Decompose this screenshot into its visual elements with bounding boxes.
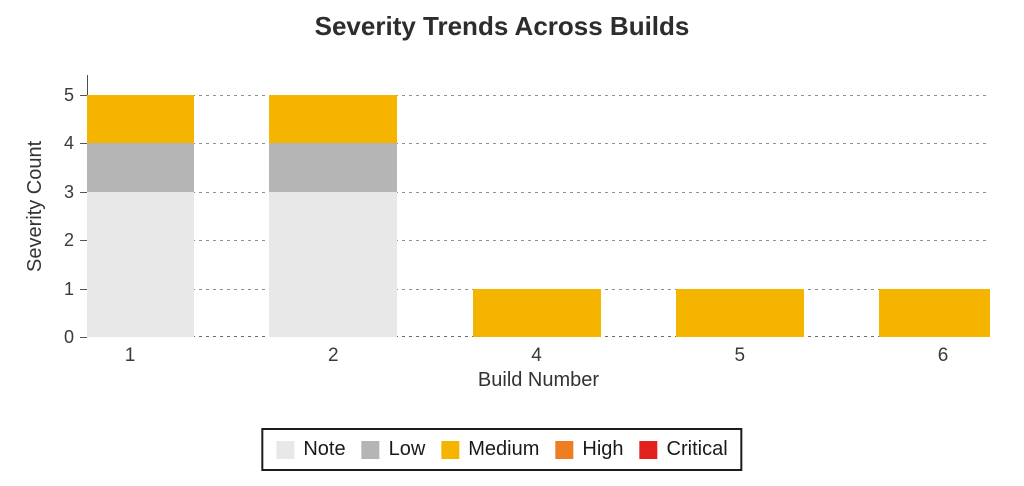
- y-tick-label-3: 3: [63, 182, 74, 202]
- bar-low-build-1: [87, 143, 194, 192]
- legend-label-high: High: [582, 438, 624, 460]
- legend-swatch-critical: [639, 440, 658, 459]
- x-tick-label-2: 2: [327, 345, 339, 366]
- legend-item-critical: Critical: [639, 438, 728, 461]
- bar-low-build-2: [269, 143, 398, 192]
- legend-item-high: High: [555, 438, 624, 461]
- gridline-y3: [87, 191, 990, 193]
- y-tick-mark: [80, 143, 87, 144]
- y-tick-mark: [80, 95, 87, 96]
- legend-swatch-note: [276, 440, 295, 459]
- y-tick-mark: [80, 192, 87, 193]
- x-axis-title: Build Number: [477, 369, 600, 391]
- legend-swatch-medium: [441, 440, 460, 459]
- bar-medium-build-2: [269, 95, 398, 144]
- legend-swatch-low: [361, 440, 380, 459]
- bar-note-build-1: [87, 191, 194, 337]
- x-tick-label-5: 5: [734, 345, 746, 366]
- bar-medium-build-6: [879, 288, 990, 337]
- gridline-y4: [87, 143, 990, 145]
- legend-label-note: Note: [303, 438, 346, 460]
- bar-note-build-2: [269, 191, 398, 337]
- x-tick-label-4: 4: [531, 345, 542, 366]
- legend-label-low: Low: [388, 438, 426, 460]
- bar-medium-build-5: [675, 288, 804, 337]
- chart-title: Severity Trends Across Builds: [314, 11, 690, 41]
- y-tick-mark: [80, 240, 87, 241]
- legend-swatch-high: [555, 440, 574, 459]
- legend: Note Low Medium High Critical: [261, 428, 743, 471]
- bar-medium-build-4: [472, 288, 601, 337]
- y-tick-label-0: 0: [63, 327, 74, 347]
- legend-label-medium: Medium: [468, 438, 540, 460]
- x-tick-label-1: 1: [124, 345, 136, 366]
- gridline-y2: [87, 240, 990, 242]
- plot-area: [87, 75, 990, 337]
- y-tick-label-4: 4: [63, 133, 74, 153]
- legend-item-medium: Medium: [441, 438, 539, 461]
- bar-medium-build-1: [87, 95, 194, 144]
- y-tick-mark: [80, 289, 87, 290]
- legend-item-low: Low: [361, 438, 426, 461]
- legend-label-critical: Critical: [666, 438, 728, 460]
- y-tick-label-1: 1: [63, 279, 74, 299]
- y-tick-label-5: 5: [63, 85, 74, 105]
- x-tick-label-6: 6: [937, 345, 949, 366]
- y-tick-label-2: 2: [63, 230, 74, 250]
- legend-item-note: Note: [276, 438, 346, 461]
- y-tick-mark: [80, 337, 87, 338]
- gridline-y5: [87, 95, 990, 96]
